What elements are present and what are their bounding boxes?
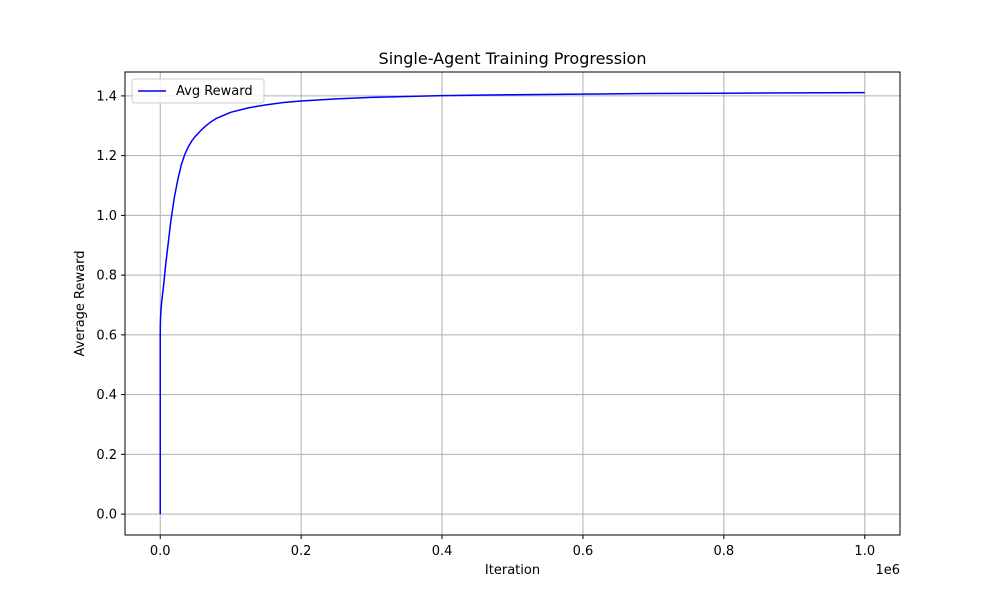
x-tick-label: 0.8	[714, 544, 735, 559]
y-tick-label: 1.4	[96, 89, 117, 104]
legend: Avg Reward	[131, 78, 265, 104]
x-axis: 0.0 0.2 0.4 0.6 0.8 1.0	[150, 535, 875, 559]
x-tick-label: 1.0	[854, 544, 875, 559]
series-line-avg-reward	[159, 91, 865, 515]
y-tick-label: 1.0	[96, 209, 117, 224]
plot-frame	[124, 71, 901, 536]
legend-label: Avg Reward	[176, 84, 253, 99]
x-tick-label: 0.6	[573, 544, 594, 559]
grid	[125, 72, 900, 535]
x-tick-label: 0.0	[150, 544, 171, 559]
y-tick-label: 1.2	[96, 149, 117, 164]
x-tick-label: 0.2	[291, 544, 312, 559]
chart-title: Single-Agent Training Progression	[379, 49, 647, 68]
y-tick-label: 0.4	[96, 388, 117, 403]
x-tick-label: 0.4	[432, 544, 453, 559]
y-tick-label: 0.6	[96, 328, 117, 343]
legend-box	[131, 78, 265, 104]
y-axis-title: Average Reward	[73, 251, 88, 357]
x-axis-offset-label: 1e6	[875, 563, 900, 578]
y-tick-label: 0.2	[96, 448, 117, 463]
y-tick-label: 0.0	[96, 508, 117, 523]
y-tick-label: 0.8	[96, 269, 117, 284]
y-axis: 0.0 0.2 0.4 0.6 0.8 1.0 1.2 1.4	[96, 89, 125, 523]
series-layer	[159, 91, 865, 515]
x-axis-title: Iteration	[485, 563, 540, 578]
